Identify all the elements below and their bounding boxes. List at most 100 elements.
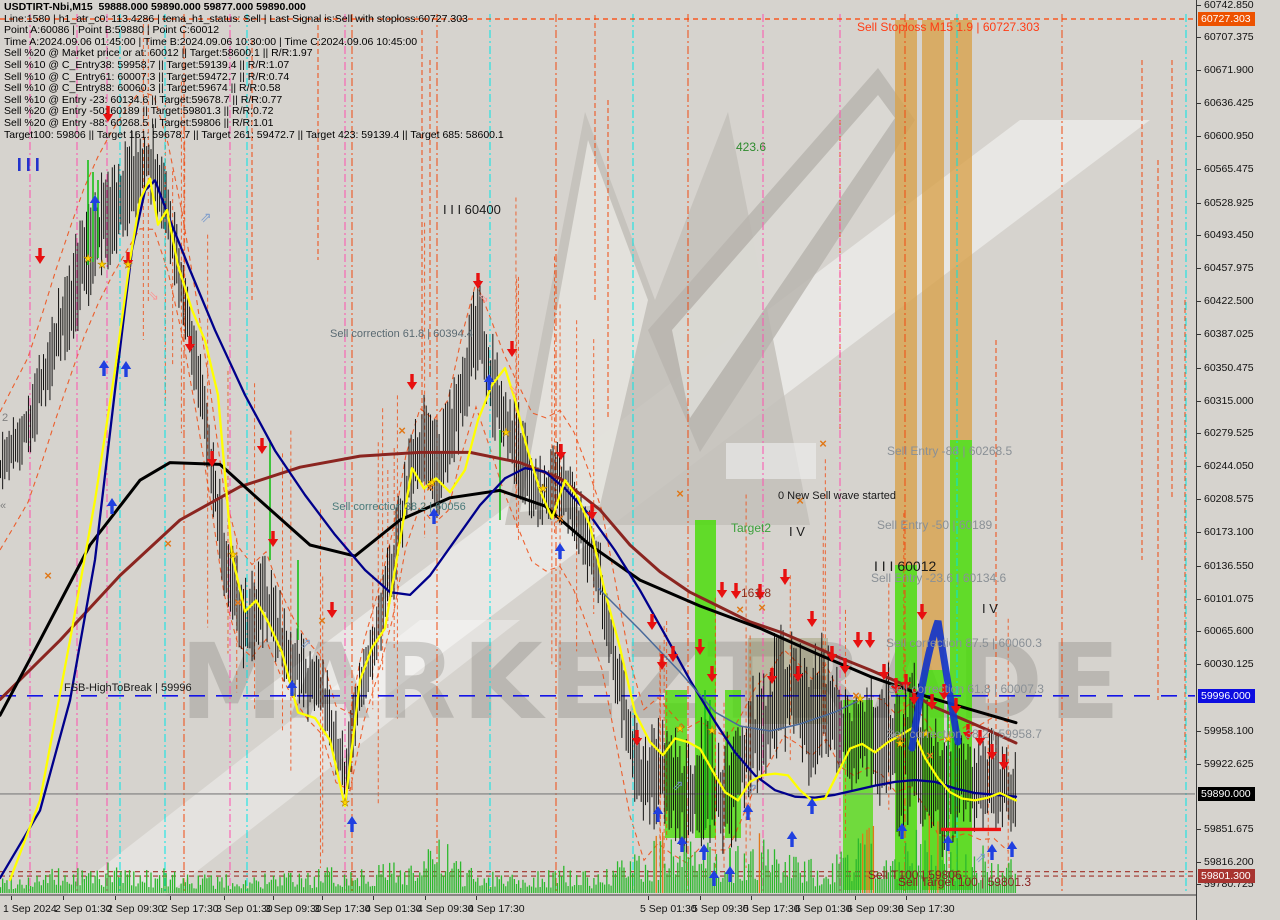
time-tick-label: 3 Sep 09:30 [265,903,322,915]
time-tick-label: 5 Sep 01:30 [640,903,697,915]
buy-arrow-icon [286,680,298,696]
price-tick-label: 60600.950 [1204,129,1254,142]
buy-arrow-icon [896,823,908,839]
star-marker-icon: ★ [921,728,931,740]
price-tick-label: 60636.425 [1204,97,1254,110]
star-marker-icon: ★ [943,733,953,745]
price-tick-mark [1197,70,1201,72]
time-tick-label: 6 Sep 17:30 [898,903,955,915]
price-tick-label: 60101.075 [1204,592,1254,605]
sell-arrow-icon [730,583,742,599]
time-axis[interactable]: 1 Sep 2024 2 Sep 01:30 2 Sep 09:30 2 Sep 17… [0,896,1196,920]
star-marker-icon: ★ [340,797,350,809]
price-tick-label: 59922.625 [1204,757,1254,770]
time-tick-mark [425,896,426,900]
fractal-x-icon: × [819,436,827,451]
sell-arrow-icon [779,569,791,585]
time-tick-mark [476,896,477,900]
buy-arrow-icon [986,844,998,860]
hollow-arrow-icon: ⇗ [300,635,312,651]
price-tick-mark [1197,862,1201,864]
line-fsb [597,587,861,732]
buy-arrow-icon [698,844,710,860]
price-tick-label: 60528.925 [1204,196,1254,209]
time-tick-mark [803,896,804,900]
volume-bars [0,815,1016,893]
fractal-x-icon: × [758,600,766,615]
fractal-x-icon: × [926,748,934,763]
price-level-box: 59996.000 [1198,688,1255,703]
star-marker-icon: ★ [895,738,905,750]
sell-arrow-icon [646,614,658,630]
star-marker-icon: ★ [675,723,685,735]
sell-arrow-icon [950,698,962,714]
buy-arrow-icon [89,195,101,211]
price-tick-mark [1197,202,1201,204]
sell-arrow-icon [102,106,114,122]
price-tick-mark [1197,433,1201,435]
price-tick-label: 60457.975 [1204,262,1254,275]
chart-canvas[interactable]: MARKEZTRADE★ ★ ★★★★★★★ ★★★★ ★××××××××× ××××××… [0,0,1196,896]
line-ma_slow_black [0,461,1018,725]
sell-arrow-icon [555,444,567,460]
fractal-x-icon: × [234,595,242,610]
buy-arrow-icon [676,836,688,852]
price-tick-mark [1197,168,1201,170]
price-tick-mark [1197,531,1201,533]
hollow-arrow-icon: ⇗ [975,849,987,865]
time-tick-label: 4 Sep 17:30 [468,903,525,915]
time-tick-label: 5 Sep 17:30 [743,903,800,915]
price-tick-mark [1197,829,1201,831]
time-tick-label: 3 Sep 17:30 [314,903,371,915]
price-tick-label: 60279.525 [1204,427,1254,440]
fractal-x-icon: × [736,602,744,617]
price-tick-label: 60565.475 [1204,162,1254,175]
hollow-arrow-icon: ⇗ [746,780,758,796]
time-tick-mark [273,896,274,900]
star-marker-icon: ★ [707,725,717,737]
sell-arrow-icon [792,666,804,682]
hollow-arrow-icon: ⇗ [672,777,684,793]
sell-arrow-icon [916,604,928,620]
band [726,443,816,479]
price-tick-label: 60315.000 [1204,394,1254,407]
line-ma_fast_yellow [8,177,1018,882]
price-tick-label: 60422.500 [1204,295,1254,308]
price-tick-mark [1197,664,1201,666]
time-tick-label: 1 Sep 2024 [3,903,57,915]
price-tick-label: 60707.375 [1204,31,1254,44]
sell-arrow-icon [631,730,643,746]
sell-arrow-icon [694,639,706,655]
band [922,20,944,670]
sell-arrow-icon [806,611,818,627]
time-tick-label: 5 Sep 09:30 [692,903,749,915]
price-tick-label: 60065.600 [1204,625,1254,638]
buy-arrow-icon [98,360,110,376]
buy-arrow-icon [554,543,566,559]
hollow-arrow-icon: ⇗ [200,209,212,225]
fractal-x-icon: × [676,486,684,501]
fractal-x-icon: × [556,511,564,526]
watermark-text: MARKEZTRADE [180,621,1126,743]
band [748,638,828,724]
price-tick-mark [1197,268,1201,270]
buy-arrow-icon [106,498,118,514]
star-marker-icon: ★ [123,259,133,271]
sell-arrow-icon [839,658,851,674]
price-tick-label: 60136.550 [1204,559,1254,572]
sell-arrow-icon [864,632,876,648]
sell-arrow-icon [926,694,938,710]
time-tick-label: 4 Sep 01:30 [365,903,422,915]
star-marker-icon: ★ [228,549,238,561]
price-tick-label: 60493.450 [1204,229,1254,242]
buy-arrow-icon [742,804,754,820]
time-tick-label: 2 Sep 17:30 [162,903,219,915]
sell-arrow-icon [406,374,418,390]
price-axis[interactable]: 60742.850 60707.375 60671.900 60636.425 6060… [1196,0,1280,920]
time-tick-label: 6 Sep 09:30 [847,903,904,915]
time-tick-mark [224,896,225,900]
price-tick-label: 60208.575 [1204,493,1254,506]
sell-arrow-icon [716,582,728,598]
band [950,20,972,440]
